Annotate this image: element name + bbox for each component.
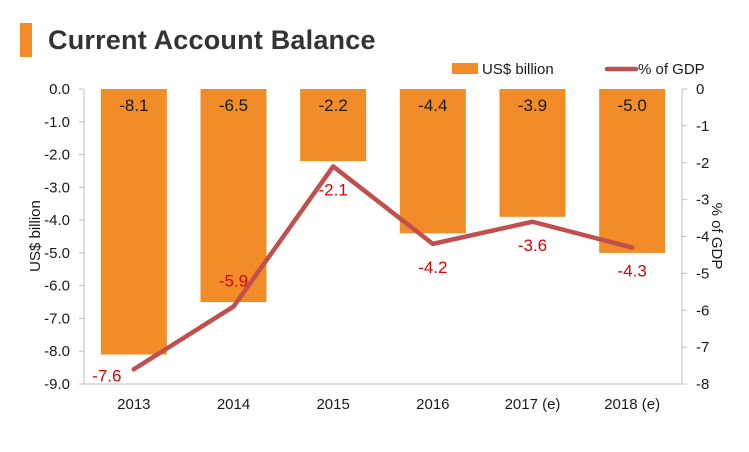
bar-value-label: -5.0 (618, 96, 647, 115)
right-tick-label: -2 (696, 155, 709, 172)
right-tick-label: -8 (696, 376, 709, 393)
bar (100, 89, 167, 355)
line-value-label: -7.6 (92, 366, 121, 385)
left-tick-label: -2.0 (44, 147, 70, 164)
bar-value-labels: -8.1 -6.5 -2.2 -4.4 -3.9 -5.0 (119, 96, 647, 115)
right-y-axis: 0 -1 -2 -3 -4 -5 -6 -7 -8 (681, 81, 709, 393)
bar-value-label: -3.9 (518, 96, 547, 115)
x-tick-label: 2014 (217, 396, 250, 413)
bar-series (100, 89, 666, 355)
left-tick-label: -3.0 (44, 179, 70, 196)
left-tick-label: -9.0 (44, 376, 70, 393)
y-axis-title: US$ billion (27, 200, 44, 272)
right-tick-label: -6 (696, 302, 709, 319)
bar (499, 89, 566, 217)
line-value-label: -3.6 (518, 236, 547, 255)
x-tick-label: 2018 (e) (604, 396, 660, 413)
bar-value-label: -6.5 (219, 96, 248, 115)
x-tick-label: 2015 (316, 396, 349, 413)
x-axis: 2013 2014 2015 2016 2017 (e) 2018 (e) (84, 383, 682, 413)
line-point (530, 219, 535, 224)
legend-line-label: % of GDP (638, 61, 705, 78)
right-tick-label: -4 (696, 229, 709, 246)
line-value-label: -4.3 (618, 262, 647, 281)
right-tick-label: -7 (696, 339, 709, 356)
line-series (131, 164, 635, 372)
x-tick-label: 2013 (117, 396, 150, 413)
bar-value-label: -4.4 (418, 96, 447, 115)
line-value-label: -2.1 (319, 180, 348, 199)
bar-value-label: -2.2 (319, 96, 348, 115)
left-tick-label: -5.0 (44, 245, 70, 262)
bar (200, 89, 267, 303)
right-tick-label: -5 (696, 265, 709, 282)
left-tick-label: -8.0 (44, 343, 70, 360)
bar (599, 89, 666, 253)
line-point (430, 241, 435, 246)
line-value-label: -5.9 (219, 272, 248, 291)
title-accent-bar (20, 23, 32, 57)
chart-title-block: Current Account Balance (20, 22, 376, 58)
line-point (131, 367, 136, 372)
left-tick-label: 0.0 (49, 81, 70, 98)
line-point (630, 245, 635, 250)
line-value-labels: -7.6 -5.9 -2.1 -4.2 -3.6 -4.3 (92, 180, 647, 385)
bar (300, 89, 367, 162)
right-tick-label: -3 (696, 192, 709, 209)
x-tick-label: 2016 (416, 396, 449, 413)
gdp-line (131, 164, 635, 372)
bar-value-label: -8.1 (119, 96, 148, 115)
legend: US$ billion % of GDP (452, 61, 705, 78)
right-tick-label: -1 (696, 118, 709, 135)
x-tick-label: 2017 (e) (505, 396, 561, 413)
right-tick-label: 0 (696, 81, 704, 98)
line-point (331, 164, 336, 169)
left-tick-label: -4.0 (44, 212, 70, 229)
legend-bar-label: US$ billion (482, 61, 554, 78)
chart-title: Current Account Balance (48, 24, 376, 55)
left-tick-label: -1.0 (44, 114, 70, 131)
y2-axis-title: % of GDP (708, 203, 725, 270)
line-value-label: -4.2 (418, 258, 447, 277)
left-tick-label: -7.0 (44, 310, 70, 327)
left-y-axis: 0.0 -1.0 -2.0 -3.0 -4.0 -5.0 -6.0 -7.0 -8.0 -9.0 (44, 81, 85, 393)
line-point (231, 304, 236, 309)
bar (399, 89, 466, 234)
legend-bar-swatch (452, 63, 478, 74)
left-tick-label: -6.0 (44, 278, 70, 295)
